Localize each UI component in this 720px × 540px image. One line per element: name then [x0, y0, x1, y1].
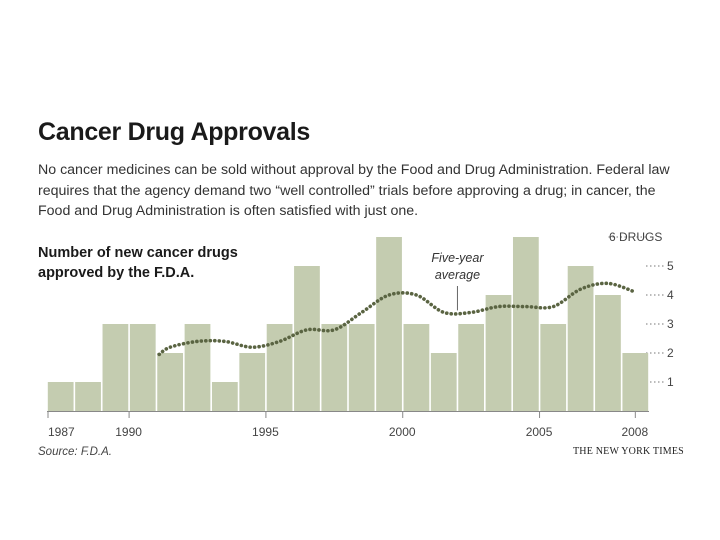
chart-title: Cancer Drug Approvals: [38, 118, 311, 146]
bar-1998: [348, 324, 375, 411]
annotation-line-1: Five-year: [431, 251, 484, 265]
y-tick-label-6: 6 DRUGS: [609, 230, 662, 244]
source-note: Source: F.D.A.: [38, 446, 112, 458]
bar-1996: [294, 266, 320, 411]
x-tick-label-1987: 1987: [48, 425, 75, 439]
x-tick-label-1990: 1990: [115, 425, 142, 439]
bar-2005: [540, 324, 567, 411]
chart-subtitle: No cancer medicines can be sold without …: [38, 162, 670, 219]
y-tick-label-1: 1: [667, 375, 674, 389]
bar-1992: [184, 324, 211, 411]
five-year-average-line: [157, 281, 638, 357]
y-tick-label-3: 3: [667, 317, 674, 331]
bar-1987: [47, 382, 74, 411]
bar-2007: [595, 295, 621, 411]
bar-1988: [75, 382, 101, 411]
y-tick-label-5: 5: [667, 259, 674, 273]
bar-2001: [430, 353, 457, 411]
bar-1990: [129, 324, 156, 411]
bar-2000: [403, 324, 430, 411]
x-tick-label-1995: 1995: [252, 425, 279, 439]
bar-1989: [102, 324, 129, 411]
bar-1999: [376, 237, 402, 411]
bar-1994: [239, 353, 266, 411]
y-tick-label-2: 2: [667, 346, 674, 360]
x-tick-label-2005: 2005: [526, 425, 553, 439]
x-tick-label-2008: 2008: [621, 425, 648, 439]
bar-1993: [211, 382, 238, 411]
bar-2003: [485, 295, 512, 411]
bar-2004: [512, 237, 539, 411]
credit-line: THE NEW YORK TIMES: [573, 446, 684, 457]
bar-1997: [321, 324, 348, 411]
chart-heading: Number of new cancer drugs approved by t…: [38, 245, 238, 281]
x-tick-label-2000: 2000: [389, 425, 416, 439]
annotation-line-2: average: [435, 268, 480, 282]
y-tick-label-4: 4: [667, 288, 674, 302]
bar-2002: [458, 324, 485, 411]
bar-1991: [157, 353, 184, 411]
bar-2008: [622, 353, 649, 411]
